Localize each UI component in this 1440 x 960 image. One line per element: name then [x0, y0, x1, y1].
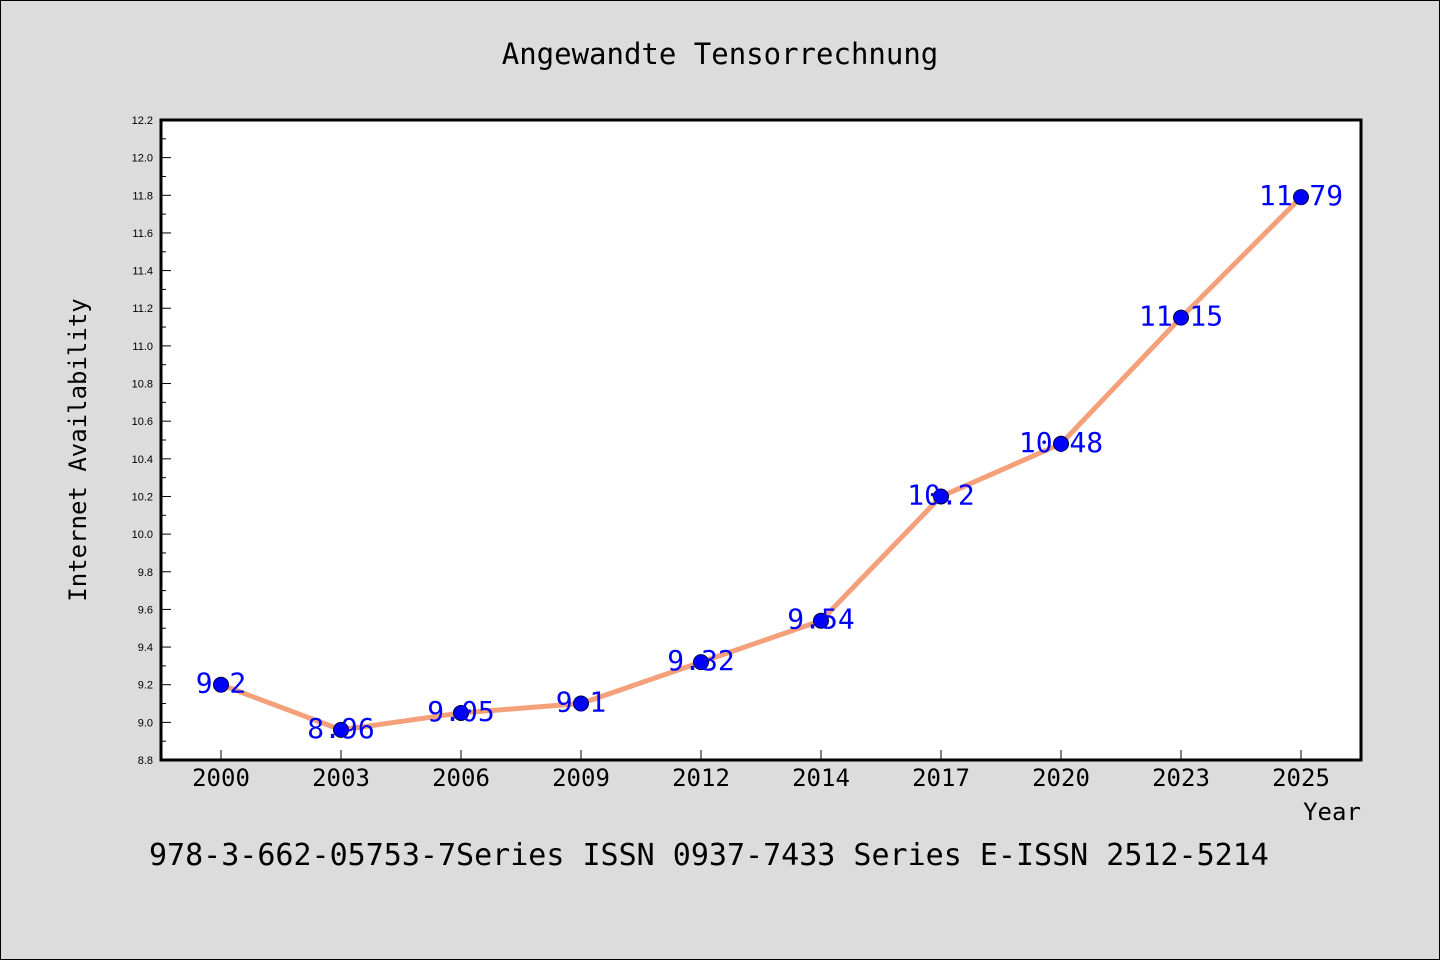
data-label: 10.2: [907, 478, 974, 511]
y-tick-label: 8.8: [138, 755, 153, 767]
y-tick-label: 10.2: [132, 491, 153, 503]
y-tick-label: 10.4: [132, 454, 153, 466]
data-point: [693, 654, 709, 671]
data-label-group: 9.2 8.96 9.05 9.1 9.32 9.54 10.2 10.48 11.15 11.7…: [196, 179, 1343, 745]
data-point: [1293, 189, 1309, 206]
marker-group: [213, 189, 1309, 738]
y-tick-label: 11.2: [132, 303, 153, 315]
x-tick-label: 2012: [672, 764, 730, 792]
y-axis: 8.8 9.0 9.2 9.4 9.6 9.8 10.0 10.2 10.4 10.6 10.8 11…: [132, 115, 171, 767]
y-tick-label: 9.2: [138, 680, 153, 692]
data-point: [933, 488, 949, 505]
y-tick-label: 11.4: [132, 266, 153, 278]
x-tick-label: 2003: [312, 764, 370, 792]
y-axis-label: Internet Availability: [64, 298, 92, 601]
data-label: 8.96: [307, 712, 374, 745]
data-label: 11.79: [1259, 179, 1343, 212]
x-axis: 2000 2003 2006 2009 2012 2014 2017 2020 2023 2025: [192, 750, 1330, 792]
y-tick-label: 10.0: [132, 529, 153, 541]
x-tick-label: 2023: [1152, 764, 1210, 792]
data-point: [1053, 435, 1069, 452]
data-point: [1173, 309, 1189, 326]
y-tick-label: 10.6: [132, 416, 153, 428]
data-point: [453, 704, 469, 721]
x-tick-label: 2020: [1032, 764, 1090, 792]
y-tick-label: 10.8: [132, 379, 153, 391]
x-axis-label: Year: [1303, 798, 1361, 826]
chart-title: Angewandte Tensorrechnung: [502, 37, 939, 71]
y-tick-label: 11.0: [132, 341, 153, 353]
x-tick-label: 2009: [552, 764, 610, 792]
series-line-group: [218, 194, 1304, 733]
x-tick-label: 2017: [912, 764, 970, 792]
data-label: 9.1: [556, 686, 607, 719]
data-label: 9.2: [196, 667, 247, 700]
y-tick-label: 11.6: [132, 228, 153, 240]
x-tick-label: 2025: [1272, 764, 1330, 792]
y-tick-label: 12.2: [132, 115, 153, 127]
data-point: [333, 721, 349, 738]
footer-isbn-issn: 978-3-662-05753-7Series ISSN 0937-7433 S…: [149, 838, 1269, 873]
x-tick-label: 2006: [432, 764, 490, 792]
data-label: 9.32: [667, 644, 734, 677]
data-label: 11.15: [1139, 300, 1223, 333]
data-point: [213, 676, 229, 693]
y-tick-label: 9.8: [138, 567, 153, 579]
data-label: 9.54: [787, 603, 854, 636]
y-tick-label: 12.0: [132, 153, 153, 165]
series-line: [218, 194, 1304, 733]
data-point: [813, 612, 829, 629]
y-tick-label: 9.4: [138, 642, 153, 654]
y-tick-label: 9.0: [138, 717, 153, 729]
data-point: [573, 695, 589, 712]
x-tick-label: 2000: [192, 764, 250, 792]
y-tick-label: 11.8: [132, 190, 153, 202]
plot-area: [159, 118, 1363, 762]
data-label: 9.05: [427, 695, 494, 728]
y-tick-label: 9.6: [138, 604, 153, 616]
x-tick-label: 2014: [792, 764, 850, 792]
data-label: 10.48: [1019, 426, 1103, 459]
